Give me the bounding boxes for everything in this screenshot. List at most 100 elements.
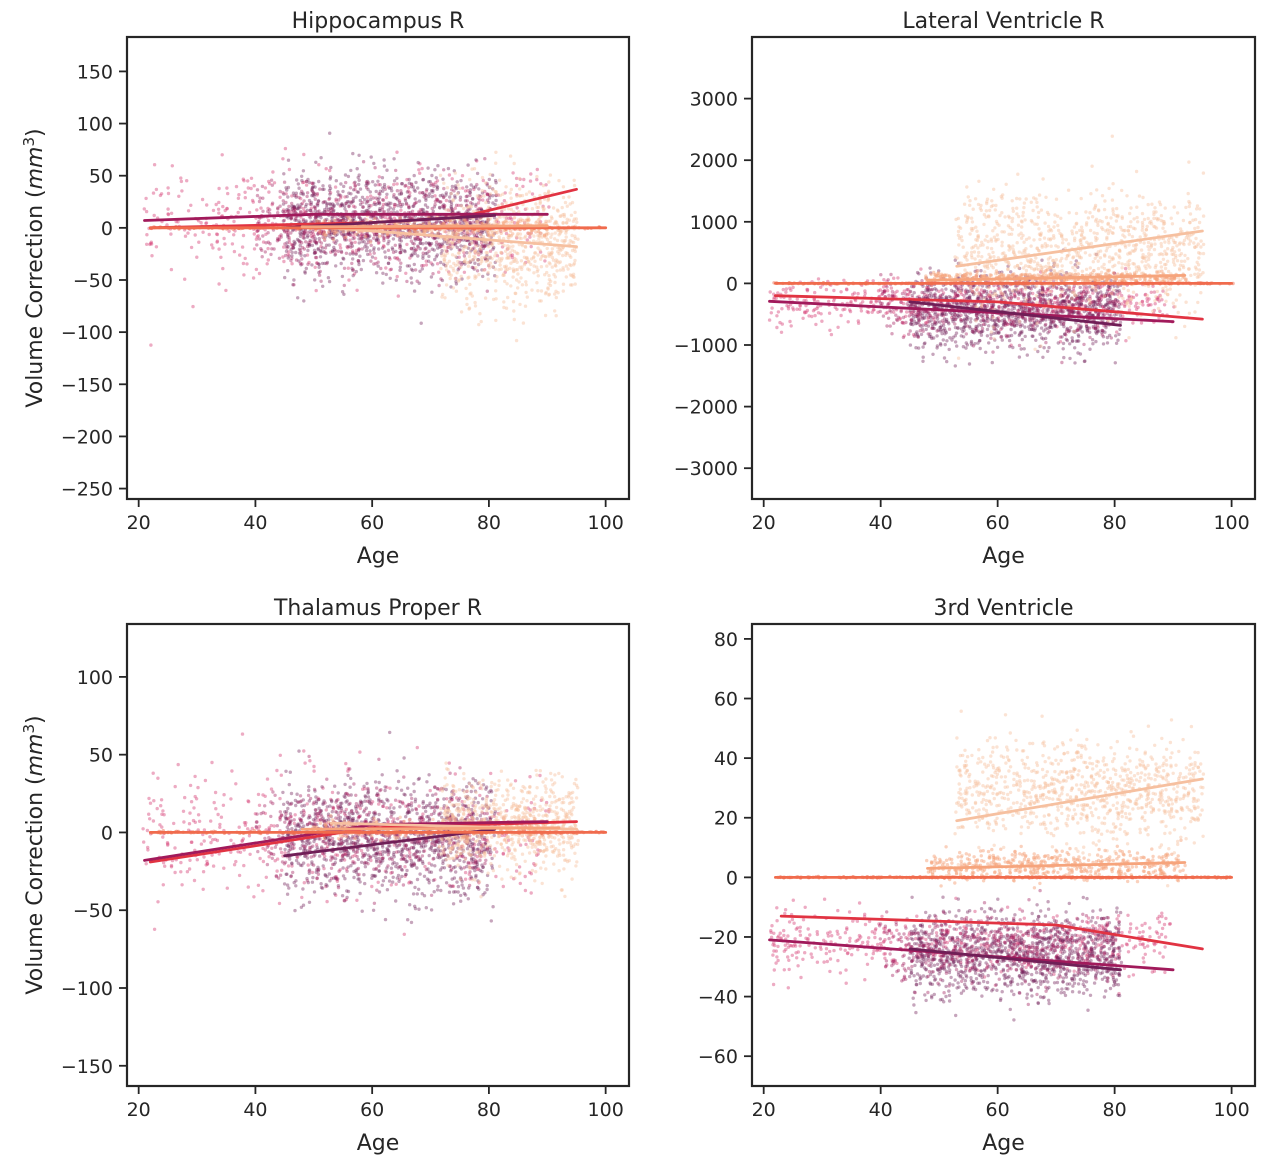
scatter-point (511, 300, 516, 304)
scatter-point (281, 191, 285, 195)
scatter-point (384, 272, 388, 277)
scatter-point (407, 264, 412, 268)
scatter-point (1071, 286, 1076, 291)
scatter-point (334, 241, 338, 245)
scatter-point (368, 240, 373, 244)
scatter-point (360, 240, 364, 244)
scatter-point (907, 292, 911, 296)
scatter-point (366, 208, 370, 213)
scatter-point (354, 252, 358, 256)
scatter-point (494, 193, 498, 197)
scatter-point (386, 234, 391, 238)
scatter-point (353, 184, 357, 188)
scatter-point (525, 257, 530, 261)
scatter-point (493, 267, 497, 271)
scatter-point (375, 233, 379, 237)
scatter-point (378, 202, 382, 206)
scatter-point (304, 210, 308, 214)
scatter-point (395, 150, 399, 154)
scatter-point (276, 238, 280, 242)
scatter-point (303, 271, 307, 275)
scatter-point (322, 230, 327, 235)
scatter-point (1022, 347, 1026, 351)
scatter-point (312, 234, 316, 238)
scatter-point (839, 290, 843, 294)
scatter-point (889, 286, 894, 290)
scatter-point (1050, 309, 1055, 313)
scatter-point (465, 199, 469, 203)
scatter-point (523, 234, 528, 238)
scatter-point (322, 250, 326, 254)
scatter-point (539, 257, 543, 261)
scatter-point (290, 262, 294, 266)
scatter-point (965, 343, 970, 347)
scatter-point (788, 286, 792, 290)
scatter-point (542, 233, 547, 237)
scatter-point (500, 202, 504, 207)
scatter-point (985, 334, 990, 338)
scatter-point (462, 206, 466, 211)
scatter-point (536, 289, 540, 293)
scatter-point (313, 240, 317, 244)
scatter-point (346, 246, 350, 250)
scatter-point (319, 244, 323, 249)
scatter-point (320, 261, 325, 266)
scatter-point (386, 248, 391, 252)
scatter-point (310, 243, 315, 248)
scatter-point (519, 276, 523, 280)
scatter-point (969, 317, 973, 321)
scatter-point (412, 202, 417, 206)
scatter-point (328, 209, 332, 213)
scatter-point (427, 241, 431, 245)
scatter-point (778, 320, 782, 325)
scatter-point (1089, 301, 1094, 305)
scatter-point (307, 244, 312, 248)
scatter-point (523, 207, 528, 211)
scatter-point (360, 233, 364, 237)
scatter-point (550, 250, 554, 254)
scatter-point (465, 260, 469, 265)
scatter-point (511, 267, 515, 271)
scatter-point (1097, 312, 1101, 316)
scatter-point (481, 178, 485, 183)
scatter-point (450, 188, 454, 192)
scatter-point (779, 330, 784, 334)
scatter-point (545, 264, 549, 268)
scatter-point (312, 238, 316, 242)
scatter-point (342, 215, 346, 219)
scatter-point (419, 321, 423, 325)
scatter-point (382, 210, 387, 214)
scatter-point (301, 180, 305, 185)
scatter-point (292, 283, 296, 287)
scatter-point (948, 336, 952, 340)
scatter-point (315, 219, 319, 223)
scatter-point (775, 325, 779, 330)
scatter-point (293, 207, 297, 212)
scatter-point (474, 239, 478, 244)
scatter-point (450, 207, 454, 211)
scatter-point (356, 233, 360, 237)
scatter-point (938, 342, 943, 346)
scatter-point (535, 265, 539, 269)
scatter-point (215, 239, 220, 243)
scatter-point (462, 220, 466, 224)
scatter-point (411, 204, 415, 209)
scatter-point (232, 249, 237, 254)
scatter-point (535, 281, 539, 285)
scatter-point (318, 248, 323, 253)
scatter-point (353, 180, 357, 184)
scatter-point (447, 173, 452, 177)
scatter-point (466, 205, 471, 209)
scatter-point (463, 218, 467, 222)
scatter-point (1114, 304, 1119, 308)
scatter-point (572, 261, 577, 265)
scatter-point (515, 267, 520, 272)
scatter-point (354, 232, 358, 237)
scatter-point (380, 246, 385, 250)
scatter-point (376, 179, 380, 183)
scatter-point (328, 202, 332, 206)
scatter-point (518, 232, 523, 236)
scatter-point (333, 252, 338, 256)
scatter-point (534, 230, 538, 234)
scatter-point (474, 242, 478, 247)
